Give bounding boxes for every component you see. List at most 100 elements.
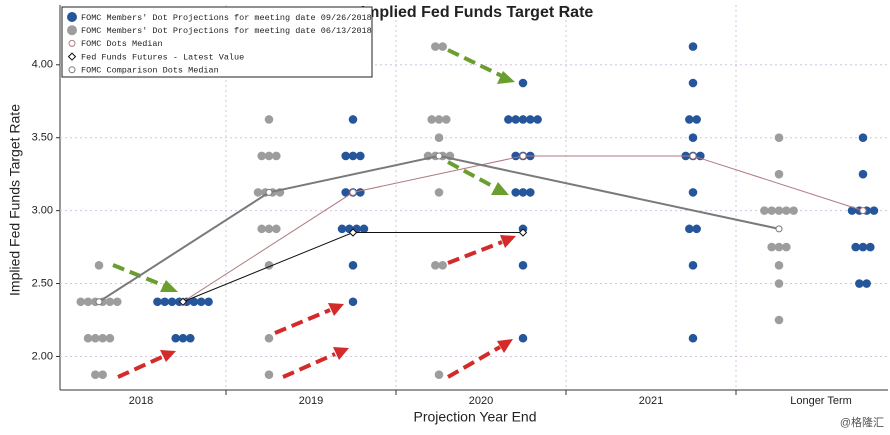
dot xyxy=(438,261,447,270)
dot xyxy=(341,151,351,161)
dot xyxy=(789,206,798,215)
x-tick-label: Longer Term xyxy=(790,395,852,407)
line-marker xyxy=(775,225,783,233)
dot xyxy=(264,333,274,343)
dot xyxy=(774,315,784,325)
dot xyxy=(526,115,535,124)
arrow xyxy=(447,345,501,379)
dot xyxy=(348,297,358,307)
dot xyxy=(767,242,776,252)
legend-marker xyxy=(68,66,76,74)
dot xyxy=(866,242,875,252)
dot xyxy=(264,370,274,379)
dot xyxy=(518,333,528,343)
x-axis-label: Projection Year End xyxy=(414,409,537,425)
dot xyxy=(186,333,195,343)
dot xyxy=(434,370,444,379)
legend-label: FOMC Members' Dot Projections for meetin… xyxy=(81,26,372,36)
y-tick-label: 3.50 xyxy=(32,132,53,144)
dot xyxy=(518,188,528,197)
plot-area xyxy=(76,42,879,379)
legend-label: FOMC Members' Dot Projections for meetin… xyxy=(81,13,372,23)
dot xyxy=(356,188,365,197)
dot xyxy=(359,224,369,234)
y-tick-label: 4.00 xyxy=(32,59,53,71)
dot xyxy=(533,115,542,124)
dot xyxy=(348,151,358,161)
dot xyxy=(504,115,513,124)
dot xyxy=(526,188,535,197)
dot xyxy=(774,261,784,270)
line-marker xyxy=(689,152,697,160)
dot xyxy=(782,206,791,215)
dot xyxy=(688,42,698,51)
dot xyxy=(847,206,857,215)
dot xyxy=(272,151,281,161)
dot xyxy=(348,115,358,124)
dot xyxy=(774,279,784,288)
dot xyxy=(171,333,180,343)
dot xyxy=(264,224,274,234)
dot xyxy=(356,151,365,161)
annotation-arrows xyxy=(112,48,516,379)
dot xyxy=(434,188,444,197)
arrow xyxy=(117,355,163,379)
dot xyxy=(760,206,769,215)
arrow-head xyxy=(497,71,515,84)
y-axis-label: Implied Fed Funds Target Rate xyxy=(7,104,23,296)
line-marker xyxy=(518,228,528,237)
arrow xyxy=(282,352,336,379)
dot xyxy=(337,224,347,234)
dot xyxy=(348,261,358,270)
dot xyxy=(692,115,701,124)
dot xyxy=(257,151,267,161)
dot xyxy=(83,297,93,307)
arrow xyxy=(274,308,331,335)
dot xyxy=(253,188,263,197)
chart-title: Implied Fed Funds Target Rate xyxy=(361,4,594,21)
dot xyxy=(511,188,520,197)
dot xyxy=(257,224,267,234)
dot xyxy=(83,333,93,343)
dot xyxy=(272,224,281,234)
dot xyxy=(858,169,868,179)
dot xyxy=(442,115,451,124)
arrow-head xyxy=(328,303,344,316)
dot xyxy=(160,297,170,307)
dot xyxy=(105,333,115,343)
dot xyxy=(178,333,188,343)
grid: 2.00 2.50 3.00 3.50 4.00 2018 2019 2020 2021 Long… xyxy=(32,5,888,407)
arrow-head xyxy=(500,235,516,248)
dot xyxy=(774,242,784,252)
line xyxy=(98,154,780,303)
dot xyxy=(341,188,351,197)
dot xyxy=(167,297,177,307)
dot xyxy=(434,133,444,143)
legend-box xyxy=(61,6,373,78)
dot xyxy=(438,42,447,51)
dot xyxy=(688,133,698,143)
dot xyxy=(688,261,698,270)
y-tick-label: 2.00 xyxy=(32,350,53,362)
dot xyxy=(685,224,694,234)
arrow xyxy=(447,240,503,265)
dot xyxy=(105,297,115,307)
line-marker xyxy=(178,297,188,306)
legend-label: FOMC Dots Median xyxy=(81,39,163,49)
dot xyxy=(112,297,122,307)
dot xyxy=(76,297,86,307)
line-marker xyxy=(435,152,443,160)
dot xyxy=(264,151,274,161)
dot xyxy=(855,279,864,288)
y-tick-label: 2.50 xyxy=(32,277,53,289)
arrow-head xyxy=(333,347,349,360)
x-tick-label: 2019 xyxy=(299,395,323,407)
line-marker xyxy=(349,188,357,196)
arrow-head xyxy=(497,339,513,353)
legend-marker xyxy=(67,12,77,22)
dot xyxy=(98,333,107,343)
line-marker xyxy=(859,207,867,215)
legend: FOMC Members' Dot Projections for meetin… xyxy=(61,6,373,78)
legend-label: Fed Funds Futures - Latest Value xyxy=(81,52,244,62)
arrow-head xyxy=(160,280,178,292)
